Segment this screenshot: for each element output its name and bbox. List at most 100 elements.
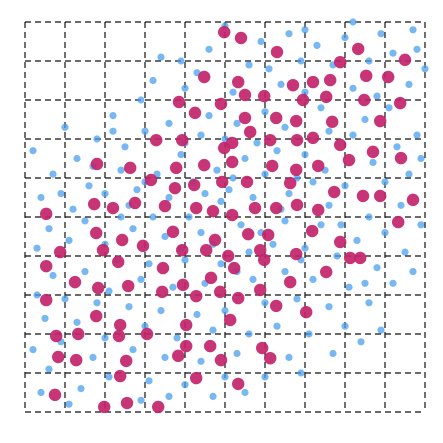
- point: [306, 224, 319, 238]
- point: [150, 133, 163, 147]
- point: [281, 217, 289, 225]
- point: [373, 92, 381, 100]
- point: [253, 139, 261, 147]
- point: [381, 178, 389, 186]
- point: [65, 400, 73, 408]
- point: [166, 225, 180, 239]
- point: [285, 190, 293, 198]
- point: [341, 322, 349, 330]
- point: [221, 307, 229, 315]
- point: [133, 186, 141, 194]
- point: [232, 75, 245, 89]
- point: [169, 283, 177, 291]
- point: [90, 226, 103, 240]
- point: [52, 350, 65, 364]
- point: [413, 45, 421, 53]
- point: [81, 217, 89, 225]
- point: [48, 388, 62, 402]
- point: [40, 259, 53, 273]
- point: [33, 244, 41, 252]
- point: [365, 213, 373, 221]
- point: [109, 127, 117, 135]
- point: [305, 330, 313, 338]
- point: [293, 295, 301, 303]
- point: [301, 26, 309, 34]
- point: [54, 245, 67, 259]
- point: [245, 248, 253, 256]
- point: [149, 213, 157, 221]
- point: [365, 57, 373, 65]
- point: [281, 123, 289, 131]
- point: [45, 225, 53, 233]
- point: [341, 34, 349, 42]
- point: [273, 147, 281, 155]
- point: [222, 249, 235, 263]
- point: [209, 392, 217, 400]
- point: [242, 227, 255, 241]
- point: [40, 293, 53, 307]
- series: [40, 25, 420, 414]
- point: [286, 78, 300, 92]
- point: [161, 353, 169, 361]
- point: [137, 275, 145, 283]
- point: [61, 123, 69, 131]
- point: [205, 112, 213, 120]
- point: [377, 30, 385, 38]
- point: [158, 199, 172, 213]
- point: [261, 373, 269, 381]
- point: [129, 225, 137, 233]
- point: [328, 185, 341, 199]
- point: [204, 271, 218, 285]
- point: [141, 127, 149, 135]
- point: [109, 112, 117, 120]
- point: [221, 373, 229, 381]
- point: [112, 255, 125, 269]
- point: [90, 309, 103, 323]
- point: [270, 45, 284, 59]
- point: [208, 233, 222, 247]
- point: [296, 93, 310, 107]
- point: [45, 365, 53, 373]
- point: [193, 310, 201, 319]
- point: [198, 70, 211, 84]
- point: [413, 131, 421, 139]
- point: [226, 155, 239, 169]
- point: [306, 131, 320, 145]
- point: [377, 326, 385, 334]
- point: [365, 299, 373, 307]
- point: [349, 18, 357, 26]
- point: [238, 88, 252, 102]
- point: [401, 248, 409, 256]
- point: [190, 201, 203, 215]
- point: [326, 115, 339, 129]
- point: [177, 57, 185, 65]
- point: [261, 299, 269, 307]
- point: [354, 251, 367, 265]
- point: [320, 265, 333, 279]
- point: [232, 377, 245, 391]
- point: [49, 271, 57, 280]
- point: [312, 159, 325, 173]
- point: [341, 182, 349, 190]
- point: [248, 201, 262, 215]
- point: [237, 221, 245, 229]
- point: [57, 190, 65, 198]
- point: [317, 104, 325, 112]
- point: [337, 221, 345, 229]
- point: [265, 65, 273, 73]
- point: [264, 351, 277, 365]
- point: [297, 369, 305, 377]
- point: [33, 291, 41, 299]
- point: [37, 193, 45, 202]
- point: [156, 261, 170, 275]
- point: [405, 80, 413, 88]
- point: [344, 251, 357, 265]
- point: [353, 236, 361, 244]
- point: [249, 193, 257, 202]
- point: [313, 41, 321, 50]
- point: [254, 243, 267, 257]
- plot-area: [29, 18, 429, 414]
- point: [81, 268, 89, 276]
- point: [50, 329, 63, 343]
- point: [205, 45, 213, 53]
